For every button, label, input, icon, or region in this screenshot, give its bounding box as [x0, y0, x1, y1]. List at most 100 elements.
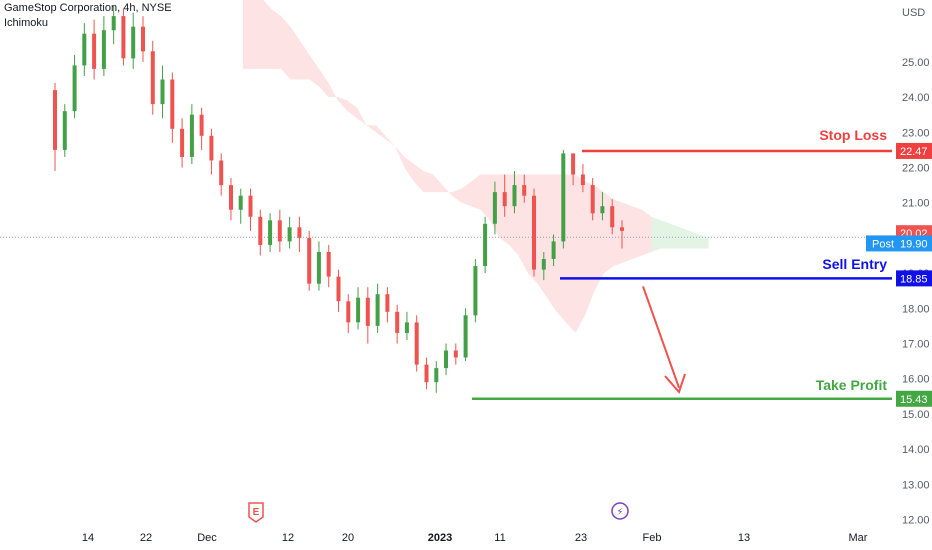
candle-body [492, 192, 497, 224]
x-tick-label: 14 [82, 532, 94, 544]
earnings-icon [248, 502, 264, 523]
candle-body [404, 322, 409, 333]
candle-body [551, 241, 556, 259]
candle-body [170, 79, 175, 129]
candle-body [453, 350, 458, 358]
candle-body [571, 153, 576, 175]
candle-body [111, 16, 116, 31]
x-tick-label: Feb [643, 532, 662, 544]
level-label: Sell Entry [822, 256, 887, 272]
y-tick-label: 15.00 [902, 409, 930, 421]
candle-body [326, 252, 331, 277]
candle-body [101, 30, 106, 69]
candle-body [463, 315, 468, 358]
x-tick-label: 20 [342, 532, 354, 544]
candle-body [72, 65, 77, 112]
candle-body [248, 195, 253, 217]
candle-body [219, 160, 224, 186]
level-label: Take Profit [816, 377, 888, 393]
x-tick-label: Mar [849, 532, 868, 544]
candle-body [180, 128, 185, 157]
candle-body [561, 153, 566, 242]
candle-body [365, 297, 370, 326]
candle-body [620, 227, 624, 231]
candle-body [444, 350, 448, 369]
candle-body [610, 206, 615, 228]
candle-body [92, 33, 97, 69]
x-tick-label: 11 [494, 532, 505, 544]
take-profit-price-tag-bg [896, 390, 932, 407]
post-price-tag-bg [896, 235, 932, 252]
ichimoku-cloud-future [651, 216, 709, 252]
candle-body [434, 368, 439, 383]
candle-body [600, 206, 605, 214]
symbol-title: GameStop Corporation, 4h, NYSE [4, 2, 172, 14]
y-tick-label: 18.00 [902, 303, 930, 315]
target-arrow-head [664, 373, 686, 394]
candle-body [150, 51, 155, 105]
candle-body [375, 294, 380, 326]
y-tick-label: 14.00 [902, 444, 930, 456]
candle-body [141, 26, 145, 52]
candle-body [483, 223, 488, 266]
candle-body [522, 185, 527, 196]
candle-body [62, 111, 67, 150]
candle-body [199, 114, 204, 136]
y-tick-label: 13.00 [902, 479, 930, 491]
level-label: Stop Loss [819, 127, 887, 143]
x-tick-label: Dec [197, 532, 217, 544]
candle-body [541, 259, 546, 270]
x-tick-label: 2023 [428, 532, 452, 544]
y-tick-label: 16.00 [902, 374, 930, 386]
y-tick-label: 12.00 [902, 515, 930, 527]
post-badge-label: Post [872, 238, 894, 250]
candle-body [356, 297, 361, 323]
candle-body [277, 220, 282, 242]
y-tick-label: 22.00 [902, 163, 930, 175]
candle-body [532, 195, 536, 270]
ichimoku-cloud [243, 0, 652, 333]
y-tick-label: 24.00 [902, 92, 930, 104]
candle-body [258, 216, 263, 245]
candle-body [189, 114, 194, 157]
sell-entry-price-tag: 18.85 [900, 273, 928, 285]
y-tick-label: 21.00 [902, 198, 930, 210]
candle-body [346, 301, 351, 323]
lightning-marker-label: ⚡ [616, 507, 623, 518]
candle-body [209, 135, 214, 161]
candle-body [131, 26, 136, 59]
stop-loss-price-tag: 22.47 [900, 146, 928, 158]
candle-body [121, 16, 126, 59]
earnings-marker-label: E [253, 507, 260, 518]
candle-body [238, 195, 243, 210]
target-arrow-shaft [642, 286, 680, 389]
currency-label: USD [902, 7, 925, 19]
candle-body [307, 237, 312, 284]
candle-body [473, 266, 478, 316]
y-tick-label: 23.00 [902, 127, 930, 139]
candle-body [424, 364, 429, 383]
x-tick-label: 22 [140, 532, 152, 544]
candle-body [229, 185, 233, 210]
take-profit-price-tag: 15.43 [900, 394, 928, 406]
candle-body [316, 252, 321, 284]
indicator-label: Ichimoku [4, 17, 49, 29]
x-tick-label: 12 [282, 532, 294, 544]
stop-loss-price-tag-bg [896, 142, 932, 159]
post-price-tag: 19.90 [900, 238, 928, 250]
candle-body [580, 174, 585, 186]
candle-body [385, 294, 390, 312]
candle-body [395, 311, 400, 333]
candle-body [590, 185, 595, 214]
candle-body [336, 276, 341, 302]
candle-body [297, 227, 302, 238]
y-tick-label: 17.00 [902, 339, 930, 351]
candle-body [287, 227, 292, 242]
candle-body [160, 79, 165, 105]
candle-body [512, 185, 517, 207]
candle-body [502, 192, 507, 207]
candle-body [268, 220, 273, 245]
candle-body [53, 90, 57, 150]
candle-body [414, 322, 419, 365]
